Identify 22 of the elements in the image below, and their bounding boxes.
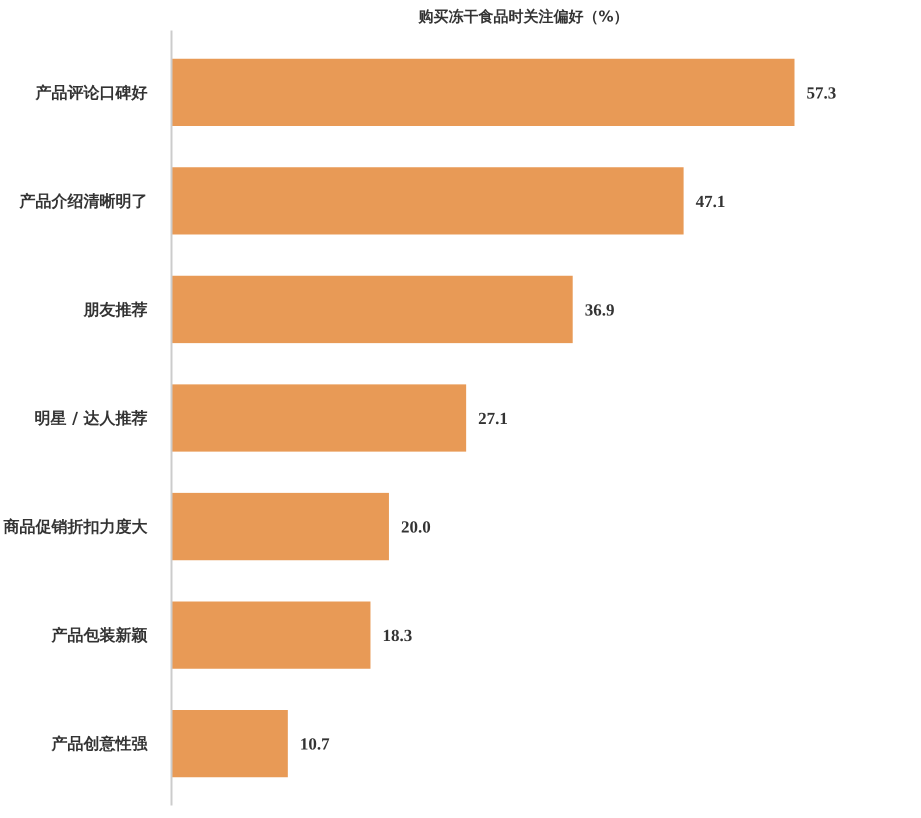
data-label: 20.0 [400,518,431,537]
data-label: 47.1 [696,192,726,211]
y-tick-label: 产品包装新颖 [50,626,148,645]
bar [172,710,288,778]
y-tick-label: 朋友推荐 [82,300,148,319]
y-tick-label: 产品创意性强 [50,734,148,754]
bar [172,276,573,344]
bar [172,492,389,560]
data-label: 18.3 [382,626,412,646]
bar [172,58,795,126]
data-label: 57.3 [806,83,836,102]
y-tick-label: 产品评论口碑好 [34,82,148,102]
y-tick-label: 明星 / 达人推荐 [34,408,148,428]
y-tick-label: 商品促销折扣力度大 [2,517,148,536]
bar [172,384,466,452]
bar [172,167,684,235]
data-label: 36.9 [584,300,614,320]
data-label: 10.7 [300,734,330,754]
y-tick-label: 产品介绍清晰明了 [18,191,148,210]
bar [172,601,370,669]
data-label: 27.1 [478,409,508,428]
chart-title: 购买冻干食品时关注偏好（%） [417,8,629,26]
